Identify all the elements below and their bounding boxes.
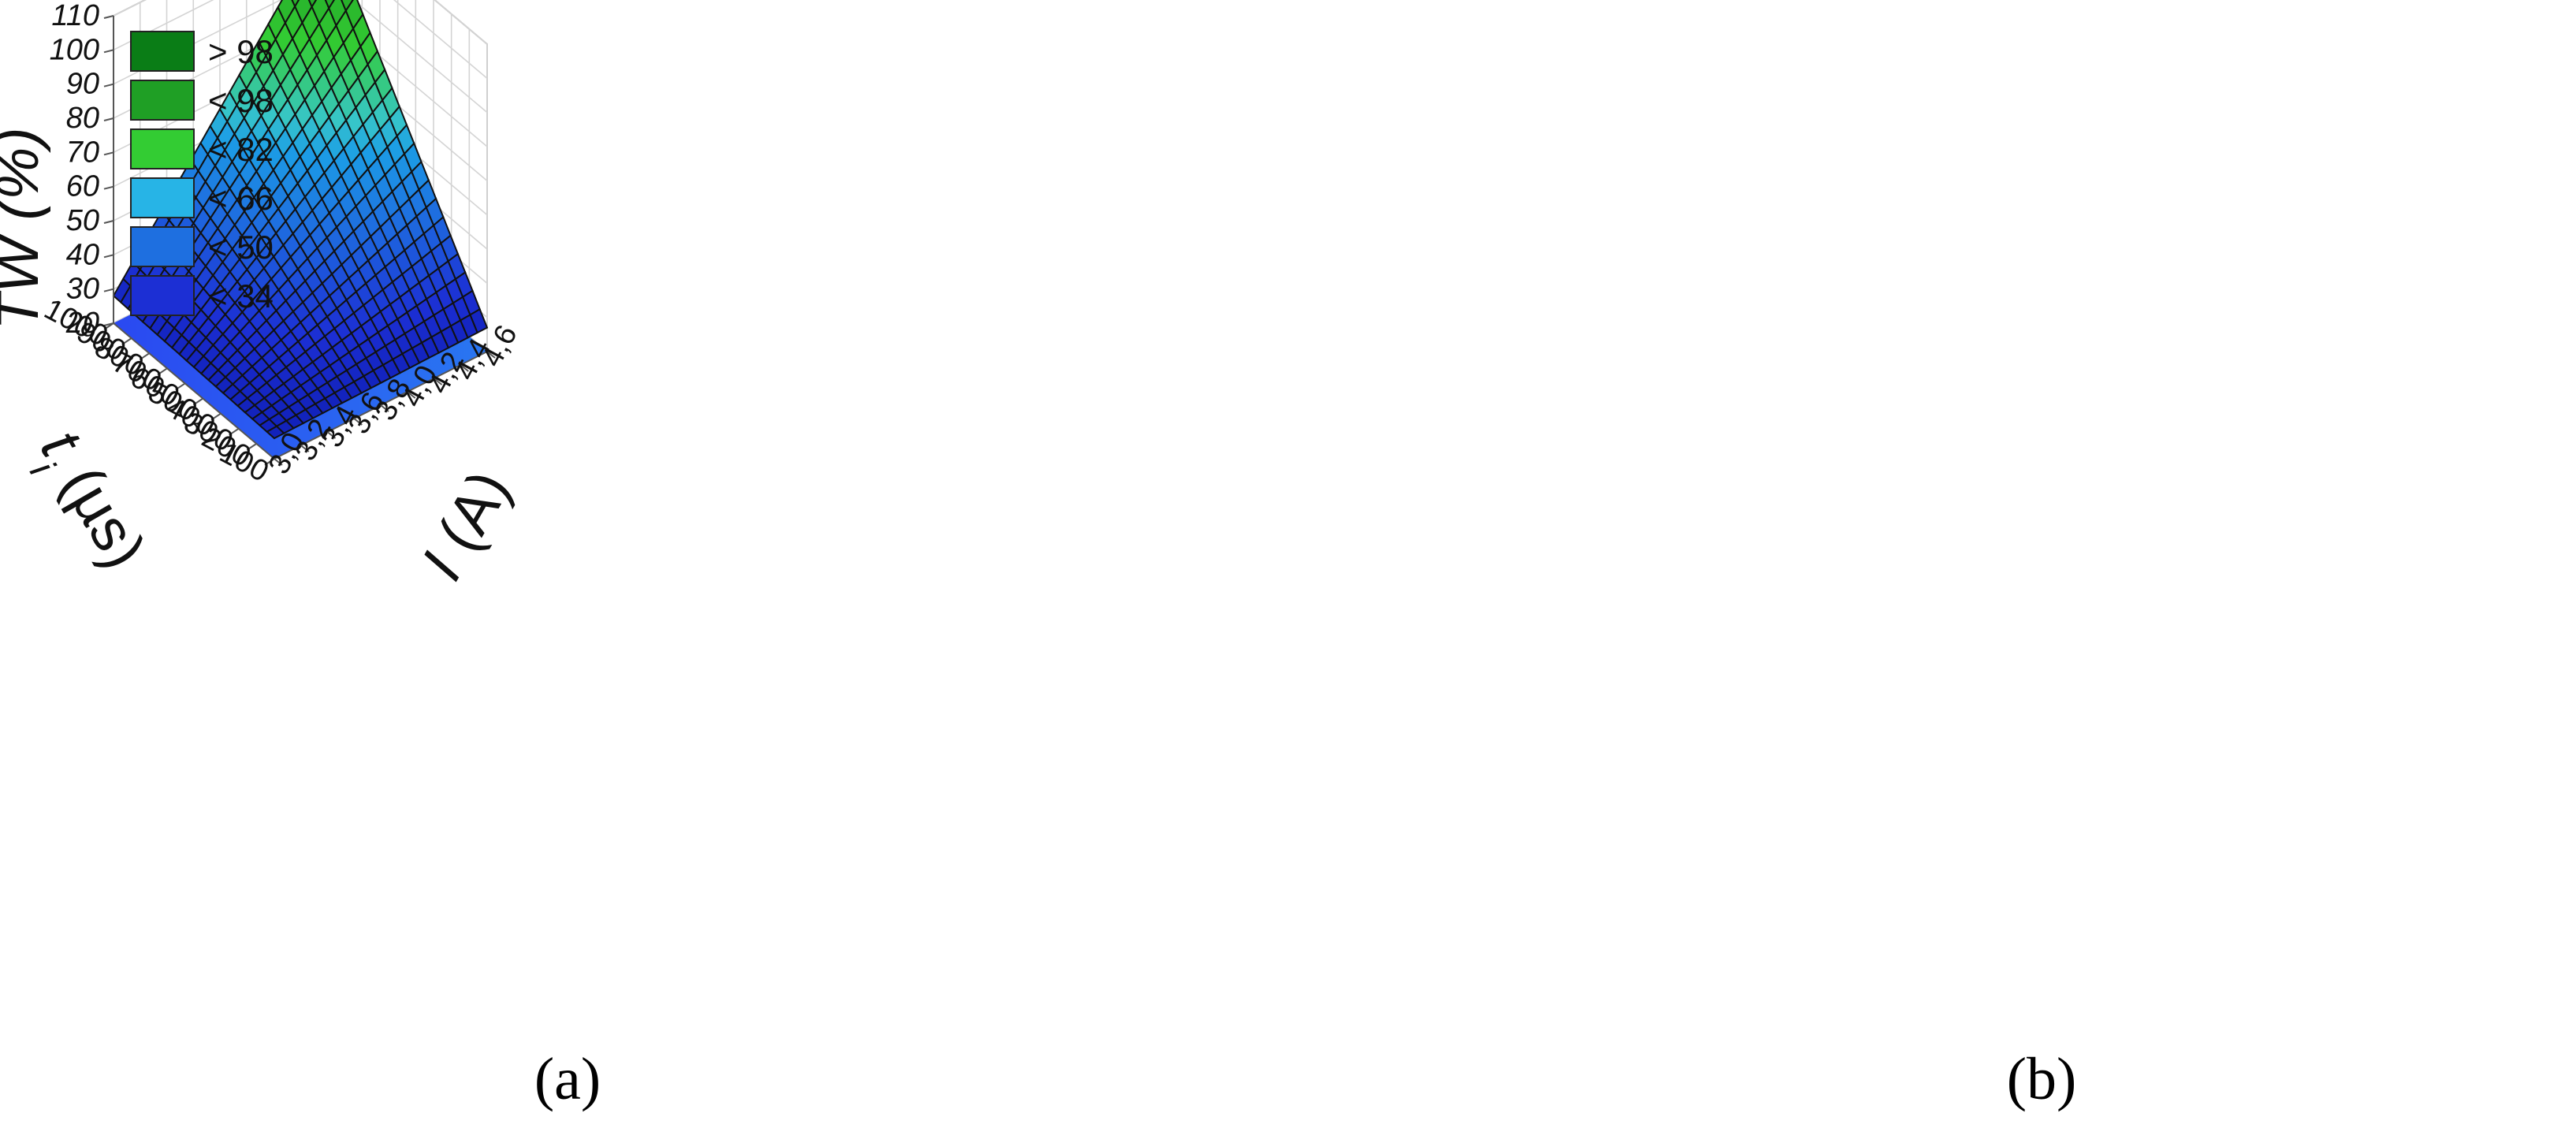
legend-swatch [130,226,195,267]
x-tick-mark [300,445,310,452]
chart-panel-b: 3040506070809080859095100105110115120100… [1288,0,2576,1143]
surface-plot-b: 3040506070809080859095100105110115120100… [1288,0,2576,1143]
x-tick-mark [460,364,469,372]
panel-label-b: (b) [2006,1046,2077,1112]
z-tick-mark [103,117,114,121]
legend-label: < 34 [208,277,274,315]
legend-swatch [130,275,195,316]
z-tick-label: 90 [66,68,99,101]
z-tick-mark [103,15,114,19]
x-tick-mark [486,351,496,359]
z-tick-mark [103,288,114,292]
y-tick-mark [246,443,257,451]
y-tick-mark [264,458,275,466]
axis-edge-left [113,322,275,460]
z-tick-mark [103,220,114,224]
legend-swatch [130,31,195,72]
y-tick-mark [121,337,132,345]
x-tick-mark [380,404,389,412]
legend-swatch [130,128,195,169]
plot-root: 2030405060708090100110100200300400500600… [0,0,524,591]
legend-label: < 50 [208,229,274,266]
surface-cell [469,307,489,334]
z-tick-label: 50 [66,204,99,237]
y-tick-mark [229,427,240,436]
z-tick-label: 60 [66,170,99,203]
z-tick-mark [103,151,114,156]
z-tick-label: 70 [66,136,99,169]
legend-label: < 66 [208,180,274,217]
y-tick-mark [175,382,186,391]
wall-gridline [393,0,488,79]
legend-swatch [130,177,195,218]
z-axis-label: TW (%) [0,127,51,329]
x-axis-label: I (A) [408,460,523,591]
legend-label: > 98 [208,33,274,70]
chart-panel-a: 20 30 40 50 60 70 80 90 100 110 100 200 300 400 500 600… [0,0,601,1112]
wall-gridline [352,0,488,114]
x-tick-mark [433,378,443,385]
x-tick-mark [274,458,283,466]
legend-label: < 98 [208,82,274,119]
x-tick-mark [326,431,337,439]
y-tick-mark [192,397,203,406]
z-tick-label: 30 [66,273,99,306]
z-tick-mark [103,185,114,190]
panel-label-a: (a) [534,1046,601,1112]
z-tick-label: 80 [66,102,99,135]
y-tick-mark [210,412,221,421]
legend-swatch [130,80,195,121]
x-tick-mark [353,418,363,426]
y-tick-mark [103,322,114,330]
y-axis-label: ti (µs) [13,419,158,587]
x-tick-mark [407,391,416,399]
z-tick-label: 110 [51,0,99,32]
legend: > 98 < 98 < 82 < 66 < 50 < 34 [130,31,274,316]
y-tick-mark [157,367,168,376]
wall-gridline [434,0,488,45]
z-tick-mark [103,83,114,87]
z-tick-label: 20 [65,307,99,340]
z-tick-label: 40 [66,238,99,271]
surface-plot-a: 2030405060708090100110100200300400500600… [0,0,524,591]
y-tick-mark [139,352,150,361]
z-tick-mark [103,254,114,259]
z-tick-label: 100 [50,33,99,66]
legend-label: < 82 [208,131,274,168]
z-tick-mark [103,49,114,54]
